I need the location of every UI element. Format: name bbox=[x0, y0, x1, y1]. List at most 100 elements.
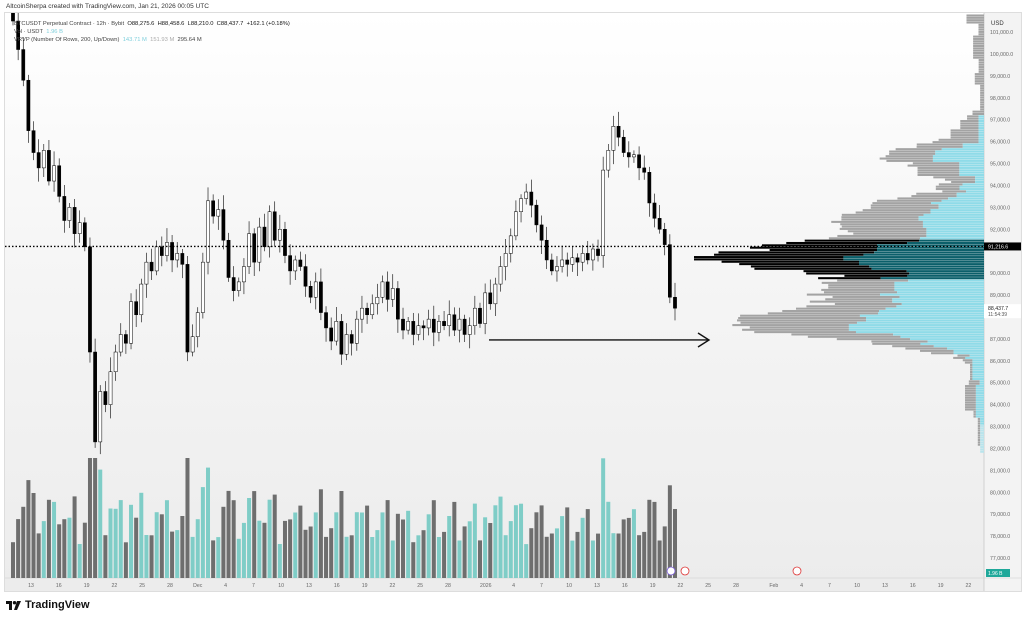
time-tick-label: 4 bbox=[224, 583, 227, 589]
vrvp-up-bar bbox=[975, 408, 984, 411]
vrvp-up-bar bbox=[980, 438, 984, 442]
candle bbox=[257, 217, 262, 272]
price-tick-label: 99,000.0 bbox=[990, 74, 1010, 80]
vrvp-down-bar bbox=[938, 183, 963, 186]
volume-legend: Vol · USDT 1.96 B bbox=[14, 29, 63, 35]
volume-bar bbox=[98, 469, 103, 578]
candle-body bbox=[31, 130, 36, 153]
vrvp-up-bar bbox=[848, 324, 984, 327]
volume-bar bbox=[139, 492, 144, 578]
candle bbox=[601, 156, 606, 268]
vrvp-down-bar bbox=[965, 396, 976, 399]
event-icon bbox=[680, 566, 690, 576]
vrvp-up-bar bbox=[978, 127, 984, 130]
vrvp-down-bar bbox=[821, 281, 895, 284]
volume-bar bbox=[452, 501, 457, 578]
candle bbox=[416, 313, 421, 341]
volume-bar bbox=[206, 467, 211, 578]
volume-bar bbox=[580, 517, 585, 578]
last-price-label: 88,437.7 bbox=[988, 306, 1008, 312]
candle bbox=[396, 281, 400, 333]
volume-bar bbox=[308, 526, 313, 578]
vrvp-down-bar bbox=[821, 288, 895, 291]
volume-bar bbox=[637, 535, 642, 578]
candle bbox=[380, 275, 385, 304]
candle bbox=[129, 293, 133, 350]
ohlc-high: H88,458.6 bbox=[157, 21, 185, 27]
volume-bar bbox=[16, 519, 21, 578]
vrvp-down-bar bbox=[973, 44, 984, 48]
volume-bar bbox=[11, 542, 15, 578]
time-tick-label: 7 bbox=[252, 583, 255, 589]
candle bbox=[349, 330, 354, 356]
symbol-name[interactable]: BTCUSDT Perpetual Contract · 12h · Bybit bbox=[14, 21, 125, 27]
volume-bar bbox=[673, 509, 677, 578]
vrvp-down-bar bbox=[966, 14, 984, 17]
candle-body bbox=[467, 325, 472, 335]
candle bbox=[262, 213, 267, 252]
candle-body bbox=[236, 281, 241, 291]
candle bbox=[437, 314, 441, 342]
vrvp-down-bar bbox=[957, 354, 970, 357]
vrvp-down: 151.93 M bbox=[150, 37, 175, 43]
vrvp-label[interactable]: VRVP (Number Of Rows, 200, Up/Down) bbox=[14, 37, 120, 43]
vrvp-down-bar bbox=[973, 413, 976, 416]
vrvp-up-bar bbox=[978, 136, 984, 139]
vrvp-down-bar bbox=[750, 265, 870, 268]
volume-bar bbox=[190, 536, 195, 578]
candle-body bbox=[673, 296, 677, 309]
footer-brand[interactable]: TradingView bbox=[25, 599, 90, 611]
volume-bar bbox=[590, 540, 595, 578]
candle-body bbox=[139, 283, 144, 316]
volume-bar bbox=[524, 544, 529, 578]
vrvp-down-bar bbox=[886, 159, 933, 162]
volume-bar bbox=[41, 521, 46, 578]
vrvp-down-bar bbox=[740, 314, 860, 317]
vrvp-up-bar bbox=[979, 380, 984, 383]
volume-bar bbox=[503, 535, 508, 578]
vrvp-up-bar bbox=[975, 399, 984, 402]
volume-bar bbox=[385, 500, 390, 578]
candle bbox=[514, 200, 518, 241]
vrvp-down-bar bbox=[834, 302, 902, 305]
volume-bar bbox=[226, 490, 231, 578]
chart-frame[interactable]: USD 101,000.0 100,000.0 99,000.0 98,000.0 97,… bbox=[4, 12, 1022, 592]
vrvp-down-bar bbox=[950, 136, 979, 139]
candle-body bbox=[195, 312, 200, 337]
volume-bar bbox=[118, 500, 123, 578]
volume-bar bbox=[200, 487, 205, 578]
volume-bar bbox=[549, 533, 554, 578]
vrvp-down-bar bbox=[965, 392, 976, 395]
vrvp-up-bar bbox=[910, 338, 984, 341]
candle bbox=[493, 277, 498, 317]
candle bbox=[272, 201, 277, 247]
vrvp-down-bar bbox=[933, 176, 976, 179]
vrvp-down-bar bbox=[965, 394, 976, 397]
candle-body bbox=[242, 266, 246, 283]
vrvp-up-bar bbox=[843, 256, 984, 259]
vrvp-up-bar bbox=[972, 373, 984, 376]
volume-bar bbox=[421, 530, 426, 578]
candle-body bbox=[632, 154, 636, 158]
candle-body bbox=[478, 307, 482, 324]
time-tick-label: 19 bbox=[362, 583, 368, 589]
vrvp-down-bar bbox=[809, 300, 893, 303]
vrvp-up-bar bbox=[922, 225, 984, 228]
vrvp-down-bar bbox=[916, 145, 963, 148]
volume-bar bbox=[601, 458, 606, 578]
volume-bar bbox=[175, 530, 180, 578]
price-chart[interactable]: USD 101,000.0 100,000.0 99,000.0 98,000.0 97,… bbox=[5, 13, 1021, 591]
volume-label[interactable]: Vol · USDT bbox=[14, 29, 43, 35]
candle bbox=[36, 139, 41, 182]
vrvp-up-bar bbox=[863, 253, 984, 256]
candle bbox=[442, 310, 446, 331]
candle-body bbox=[134, 301, 139, 316]
candle-body bbox=[555, 266, 559, 272]
candle-body bbox=[447, 314, 452, 326]
vrvp-up-bar bbox=[972, 363, 984, 366]
vrvp-down-bar bbox=[889, 152, 936, 155]
candle-body bbox=[11, 13, 15, 22]
vrvp-down-bar bbox=[932, 141, 979, 144]
vrvp-down-bar bbox=[818, 277, 881, 280]
vrvp-down-bar bbox=[836, 338, 911, 341]
